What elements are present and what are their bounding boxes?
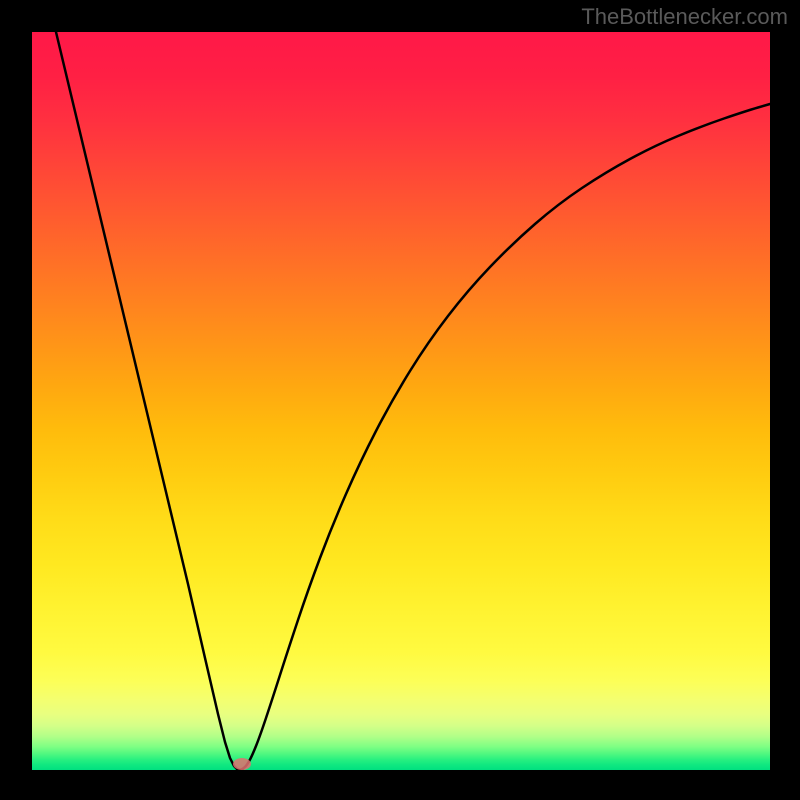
chart-canvas: TheBottlenecker.com — [0, 0, 800, 800]
bottleneck-chart: TheBottlenecker.com — [0, 0, 800, 800]
chart-background-gradient — [32, 32, 770, 770]
optimum-marker — [233, 758, 251, 770]
attribution-label: TheBottlenecker.com — [581, 4, 788, 29]
